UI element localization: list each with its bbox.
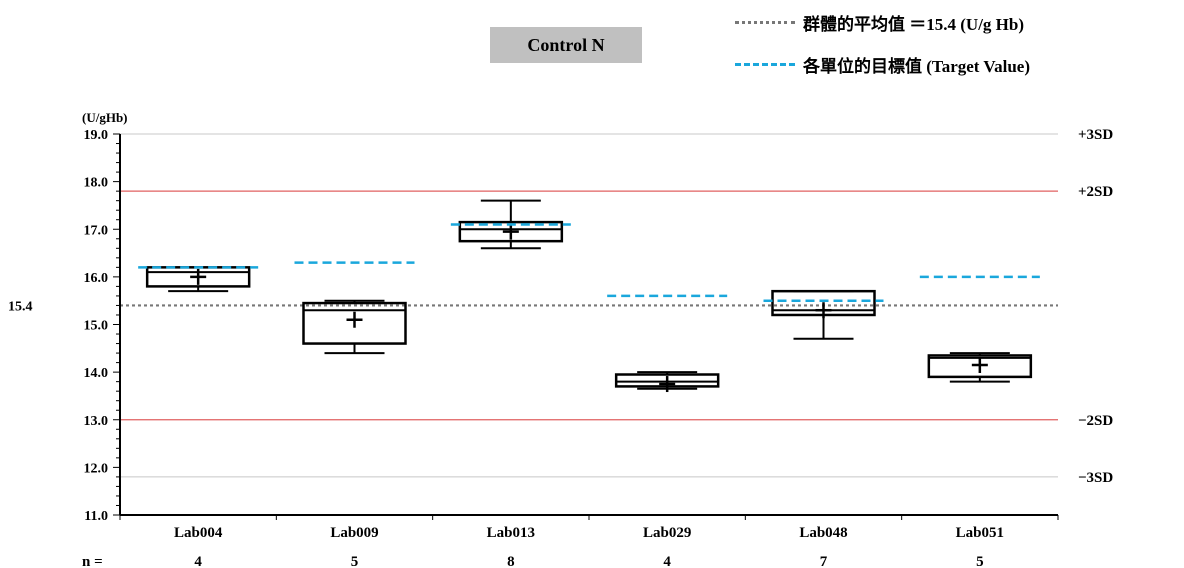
y-tick-label: 15.0 [84, 319, 109, 334]
y-tick-label: 11.0 [84, 509, 108, 524]
n-count: 5 [976, 554, 984, 568]
x-category-label: Lab051 [956, 525, 1004, 541]
n-count: 8 [507, 554, 515, 568]
y-axis-unit: (U/gHb) [82, 110, 128, 125]
sd-label: +3SD [1078, 127, 1113, 143]
n-count: 4 [663, 554, 671, 568]
legend-target-label: 各單位的目標值 (Target Value) [803, 56, 1030, 76]
legend-mean-label: 群體的平均值 ＝15.4 (U/g Hb) [803, 14, 1024, 34]
legend-target: 各單位的目標值 (Target Value) [735, 53, 1030, 76]
n-count: 5 [351, 554, 359, 568]
n-count: 4 [194, 554, 202, 568]
n-count: 7 [820, 554, 828, 568]
n-row-label: n = [82, 554, 103, 568]
legend-target-swatch [735, 62, 795, 66]
sd-label: −2SD [1078, 413, 1113, 429]
sd-label: −3SD [1078, 470, 1113, 486]
sd-label: +2SD [1078, 184, 1113, 200]
chart-title: Control N [490, 27, 642, 63]
x-category-label: Lab013 [487, 525, 535, 541]
box-iqr [458, 220, 564, 243]
y-tick-label: 16.0 [84, 271, 109, 286]
x-category-label: Lab004 [174, 525, 223, 541]
x-category-label: Lab009 [330, 525, 378, 541]
legend-mean-swatch [735, 20, 795, 24]
y-tick-label: 17.0 [84, 223, 109, 238]
y-tick-label: 13.0 [84, 414, 109, 429]
y-tick-label: 19.0 [84, 128, 109, 143]
y-tick-label: 12.0 [84, 461, 109, 476]
x-category-label: Lab029 [643, 525, 691, 541]
box-iqr [302, 301, 407, 345]
mean-value-label: 15.4 [8, 299, 33, 314]
box-iqr [927, 354, 1033, 379]
y-tick-label: 14.0 [84, 366, 109, 381]
x-category-label: Lab048 [799, 525, 847, 541]
legend-mean: 群體的平均值 ＝15.4 (U/g Hb) [735, 11, 1024, 34]
y-tick-label: 18.0 [84, 176, 109, 191]
